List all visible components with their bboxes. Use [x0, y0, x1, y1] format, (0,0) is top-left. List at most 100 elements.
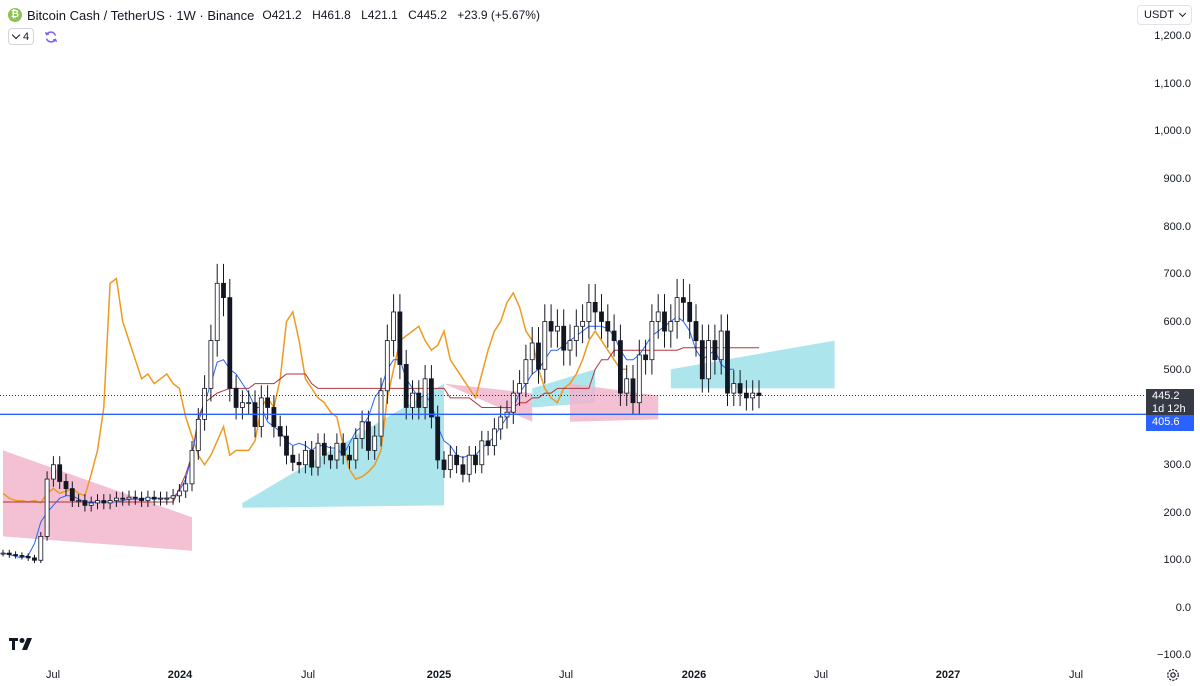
candle-body	[580, 321, 585, 327]
price-tick: 500.0	[1163, 364, 1191, 376]
kumo-bullish-cloud	[670, 340, 835, 389]
candle-body	[592, 301, 598, 313]
candle-body	[718, 330, 724, 361]
candle-body	[359, 421, 365, 439]
candle-body	[176, 490, 182, 497]
candle-body	[655, 311, 661, 322]
candle-body	[38, 535, 44, 561]
candle-body	[567, 340, 573, 351]
candle-body	[687, 301, 693, 322]
candle-body	[473, 454, 478, 466]
candle-body	[233, 387, 239, 408]
candle-body	[466, 454, 472, 475]
candle-body	[510, 392, 516, 413]
indicators-toggle-button[interactable]: 4	[8, 28, 35, 45]
candle-body	[712, 340, 718, 361]
candle-body	[69, 488, 75, 501]
candle-body	[321, 442, 327, 456]
candle-body	[643, 354, 648, 361]
candle-body	[208, 340, 214, 389]
candle-body	[51, 464, 56, 480]
candle-body	[410, 392, 415, 408]
candle-body	[57, 464, 63, 482]
candle-body	[416, 392, 422, 408]
candle-body	[561, 325, 567, 351]
tradingview-logo[interactable]	[9, 637, 37, 651]
candle-body	[271, 407, 277, 427]
candle-body	[523, 359, 529, 384]
gear-icon[interactable]	[1166, 668, 1180, 682]
candle-body	[750, 392, 756, 399]
candle-body	[365, 421, 371, 451]
candle-body	[246, 402, 252, 405]
price-tick: 600.0	[1163, 316, 1191, 328]
candle-body	[258, 397, 264, 427]
candle-body	[158, 497, 163, 500]
candle-body	[422, 378, 428, 408]
kumo-bearish-cloud	[570, 383, 659, 422]
candle-body	[605, 321, 611, 332]
candle-body	[88, 502, 94, 506]
symbol-title[interactable]: Bitcoin Cash / TetherUS · 1W · Binance	[27, 7, 255, 23]
candle-body	[403, 364, 409, 408]
price-tick: 900.0	[1163, 173, 1191, 185]
time-tick: Jul	[45, 669, 61, 681]
candle-body	[447, 454, 453, 470]
price-tick: 1,000.0	[1154, 125, 1191, 137]
time-tick: 2024	[167, 669, 193, 681]
candle-body	[737, 383, 743, 394]
refresh-icon[interactable]	[44, 30, 58, 44]
candle-body	[296, 461, 302, 466]
price-tick: 0.0	[1175, 602, 1191, 614]
candle-body	[107, 500, 113, 504]
candle-body	[668, 321, 674, 332]
candle-body	[239, 402, 245, 408]
price-tick: −100.0	[1157, 649, 1191, 661]
candle-body	[618, 340, 623, 394]
candle-body	[101, 500, 107, 504]
candle-body	[126, 496, 132, 500]
bar-countdown: 1d 12h	[1152, 403, 1186, 415]
candle-body	[265, 397, 271, 408]
candle-body	[32, 557, 37, 561]
candle-body	[0, 552, 6, 555]
candle-body	[151, 496, 157, 500]
candle-body	[202, 387, 208, 420]
candle-body	[195, 418, 201, 451]
candle-body	[44, 478, 50, 537]
candle-body	[170, 495, 176, 499]
candle-body	[164, 497, 170, 500]
last-price-value: 445.2	[1152, 390, 1180, 402]
candle-body	[630, 378, 636, 404]
currency-select[interactable]: USDT	[1137, 5, 1192, 25]
candle-body	[340, 442, 346, 456]
time-tick: Jul	[1068, 669, 1084, 681]
price-tick: 1,100.0	[1154, 78, 1191, 90]
lagging-span-line	[2, 277, 627, 504]
close-value: C445.2	[408, 8, 447, 22]
candle-body	[517, 383, 522, 394]
candle-body	[19, 555, 25, 557]
low-value: L421.1	[361, 8, 398, 22]
candle-body	[189, 450, 195, 485]
candle-body	[82, 500, 88, 506]
indicator-bar: 4	[8, 28, 58, 45]
candle-body	[555, 325, 560, 332]
candle-body	[120, 497, 126, 500]
candle-body	[542, 321, 548, 370]
candle-body	[611, 330, 617, 341]
indicator-count: 4	[23, 30, 30, 43]
candle-body	[372, 435, 378, 451]
last-price-tag: 445.2 1d 12h	[1146, 389, 1194, 417]
bitcoin-cash-icon: ₿	[8, 8, 22, 22]
kumo-bearish-cloud	[444, 383, 533, 422]
open-value: O421.2	[262, 8, 302, 22]
time-tick: 2026	[681, 669, 707, 681]
time-tick: Jul	[813, 669, 829, 681]
candle-body	[63, 481, 69, 490]
candle-body	[491, 428, 497, 447]
price-tick: 700.0	[1163, 268, 1191, 280]
candle-body	[378, 390, 384, 437]
candle-body	[309, 450, 315, 468]
